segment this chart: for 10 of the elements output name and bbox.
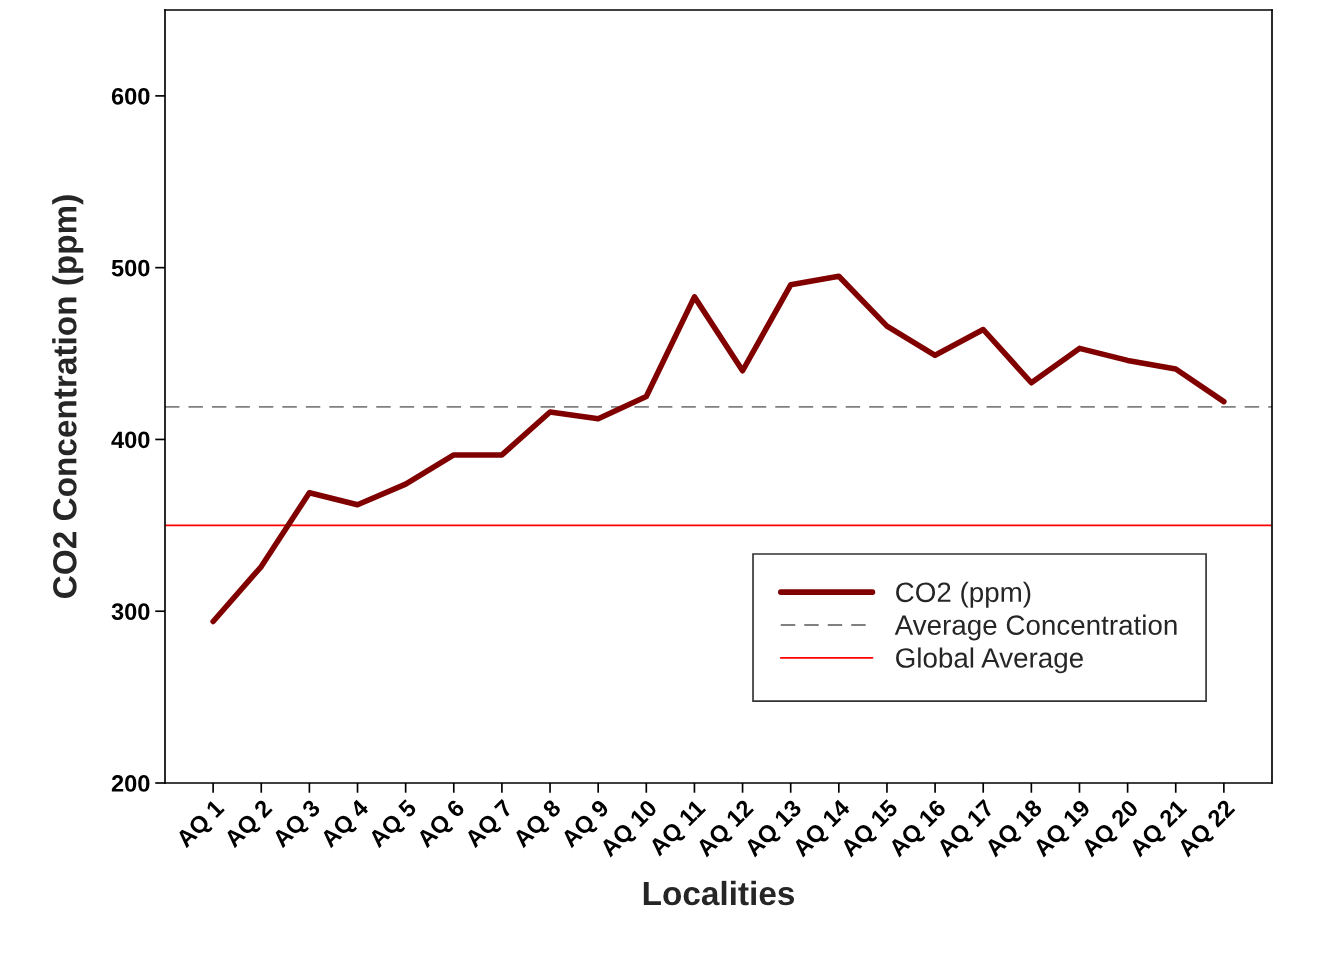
legend-label: CO2 (ppm)	[896, 581, 1031, 608]
y-tick-label: 500	[111, 259, 150, 277]
y-tick-label: 600	[111, 87, 150, 105]
legend-label: Global Average	[896, 647, 1083, 674]
y-tick-label: 300	[111, 603, 150, 621]
x-axis-title: Localities	[643, 880, 795, 906]
y-tick-label: 200	[111, 775, 150, 792]
y-tick-label: 400	[111, 431, 150, 449]
y-axis-title: CO2 Concentration (ppm)	[52, 195, 84, 598]
legend-label: Average Concentration	[894, 614, 1177, 641]
